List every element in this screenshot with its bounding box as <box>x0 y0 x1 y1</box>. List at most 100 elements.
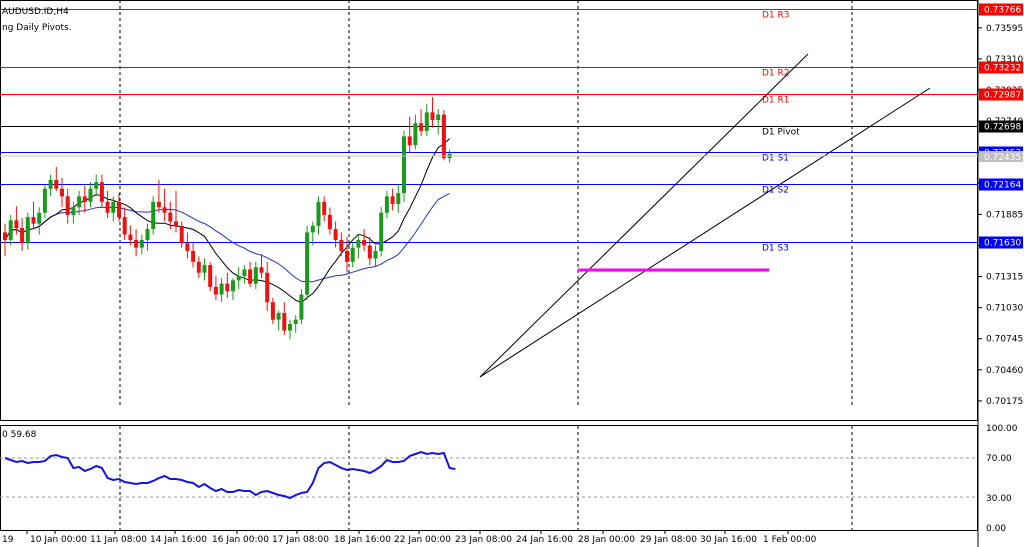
candle-body <box>253 267 258 284</box>
candle-body <box>225 283 230 292</box>
candle-body <box>168 212 173 222</box>
pivot-price-tag <box>979 61 1023 74</box>
current-price-tag <box>979 151 1023 162</box>
candle-body <box>71 207 76 215</box>
candle-body <box>82 196 87 202</box>
pivot-label: D1 R3 <box>762 11 790 21</box>
oscillator-frame <box>0 425 978 531</box>
candle-body <box>402 136 406 194</box>
candle-body <box>413 123 418 146</box>
candle-body <box>94 182 99 189</box>
pivot-price-tag <box>979 3 1023 16</box>
pivot-price: 0.72164 <box>984 181 1021 191</box>
candle-body <box>407 136 412 146</box>
candle-body <box>99 182 104 202</box>
candle-body <box>174 221 178 226</box>
channel-upper-line[interactable] <box>479 53 809 378</box>
oscillator-level-label: 70.00 <box>986 454 1012 464</box>
time-label: 1 Feb 00:00 <box>763 535 817 545</box>
pivot-label: D1 Pivot <box>762 128 800 138</box>
candle-body <box>42 188 47 213</box>
channel-lower-line[interactable] <box>479 87 931 378</box>
pivot-levels: D1 R3 D1 R2 D1 R1 D1 Pivot D1 S1 D1 S2 D1 S3 <box>0 9 978 254</box>
candle-body <box>350 247 355 262</box>
candle-body <box>128 234 133 240</box>
candle-body <box>191 250 196 262</box>
candle-body <box>208 265 213 287</box>
time-label: 16 Jan 00:00 <box>212 535 269 545</box>
pivot-price-tag <box>979 236 1023 249</box>
price-tick-label: 0.70745 <box>986 335 1023 345</box>
time-label: 14 Jan 16:00 <box>150 535 207 545</box>
candle-body <box>362 240 367 246</box>
candle-body <box>430 112 435 120</box>
pivot-price: 0.73232 <box>984 64 1021 74</box>
pivot-price-tag <box>979 120 1023 133</box>
candle-body <box>299 294 304 320</box>
oscillator-level-lines <box>0 457 978 498</box>
candle-body <box>288 324 292 331</box>
price-tick-label: 0.71315 <box>986 273 1023 283</box>
price-tick-label: 0.70460 <box>986 366 1023 376</box>
candle-body <box>305 232 310 295</box>
pivot-price: 0.71630 <box>984 239 1021 249</box>
time-label: 11 Jan 08:00 <box>90 535 147 545</box>
oscillator-axis: 100.00 70.00 30.00 0.00 <box>986 424 1018 534</box>
candle-body <box>122 217 127 235</box>
candle-body <box>37 212 42 224</box>
candle-body <box>373 250 378 259</box>
time-label: 29 Jan 08:00 <box>640 535 697 545</box>
candle-body <box>282 313 287 331</box>
candle-body <box>8 220 13 240</box>
time-axis: 19 10 Jan 00:00 11 Jan 08:00 14 Jan 16:00 16… <box>2 530 817 545</box>
time-label: 18 Jan 16:00 <box>334 535 391 545</box>
candle-body <box>25 217 30 244</box>
pivot-label: D1 R1 <box>762 96 790 106</box>
oscillator-line <box>4 450 456 500</box>
time-label: 28 Jan 00:00 <box>578 535 635 545</box>
pivot-label: D1 S3 <box>762 244 789 254</box>
candle-body <box>322 201 327 215</box>
price-axis: 0.735950.733100.730250.727400.724550.721… <box>978 24 1023 407</box>
oscillator-title: 0 59.68 <box>2 430 37 440</box>
candle-body <box>419 123 424 131</box>
pivot-price-tag <box>979 88 1023 101</box>
pivot-price: 0.72698 <box>984 123 1021 133</box>
candle-body <box>356 240 361 248</box>
pivot-price: 0.73766 <box>984 6 1021 16</box>
candle-body <box>242 269 247 276</box>
candle-body <box>117 201 121 218</box>
pivot-price: 0.72987 <box>984 91 1021 101</box>
candle-body <box>14 220 19 228</box>
candle-body <box>139 240 144 248</box>
candle-body <box>20 228 25 244</box>
pivot-label: D1 S2 <box>762 186 789 196</box>
main-chart-frame <box>0 0 978 421</box>
candle-body <box>327 214 332 230</box>
symbol-title: AUDUSD.ID,H4 <box>2 7 69 17</box>
candle-body <box>105 201 110 213</box>
candle-body <box>219 283 224 295</box>
price-tick-label: 0.73595 <box>986 24 1023 34</box>
time-label: 22 Jan 00:00 <box>394 535 451 545</box>
candle-body <box>384 196 389 213</box>
pivot-price-tag <box>979 178 1023 191</box>
candle-body <box>162 207 167 213</box>
candle-body <box>65 196 70 215</box>
candle-body <box>424 112 429 131</box>
indicator-title: ng Daily Pivots. <box>2 23 72 33</box>
candle-body <box>88 188 93 202</box>
time-label: 24 Jan 16:00 <box>516 535 573 545</box>
candle-body <box>276 313 281 320</box>
candle-body <box>145 229 150 240</box>
candle-body <box>310 225 315 233</box>
trend-channel[interactable] <box>479 53 931 378</box>
candle-body <box>31 217 36 224</box>
oscillator-level-label: 0.00 <box>986 524 1006 534</box>
oscillator-level-label: 30.00 <box>986 494 1012 504</box>
candle-body <box>236 276 241 281</box>
candle-body <box>54 180 59 189</box>
candle-body <box>436 114 441 120</box>
pivot-label: D1 S1 <box>762 154 789 164</box>
